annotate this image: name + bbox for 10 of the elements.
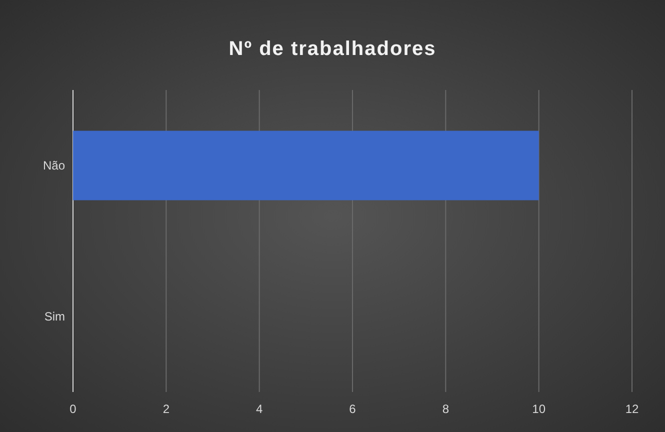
x-tick-label: 0 [70, 402, 77, 416]
x-tick-label: 8 [442, 402, 450, 416]
y-tick-label: Sim [44, 310, 65, 324]
x-tick-label: 6 [349, 402, 356, 416]
x-tick-label: 12 [625, 402, 639, 416]
x-tick-label: 4 [256, 402, 263, 416]
y-tick-label: Não [42, 158, 66, 173]
x-tick-label: 2 [162, 402, 170, 416]
chart-title: Nº de trabalhadores [228, 38, 436, 60]
x-tick-label: 10 [532, 402, 546, 416]
